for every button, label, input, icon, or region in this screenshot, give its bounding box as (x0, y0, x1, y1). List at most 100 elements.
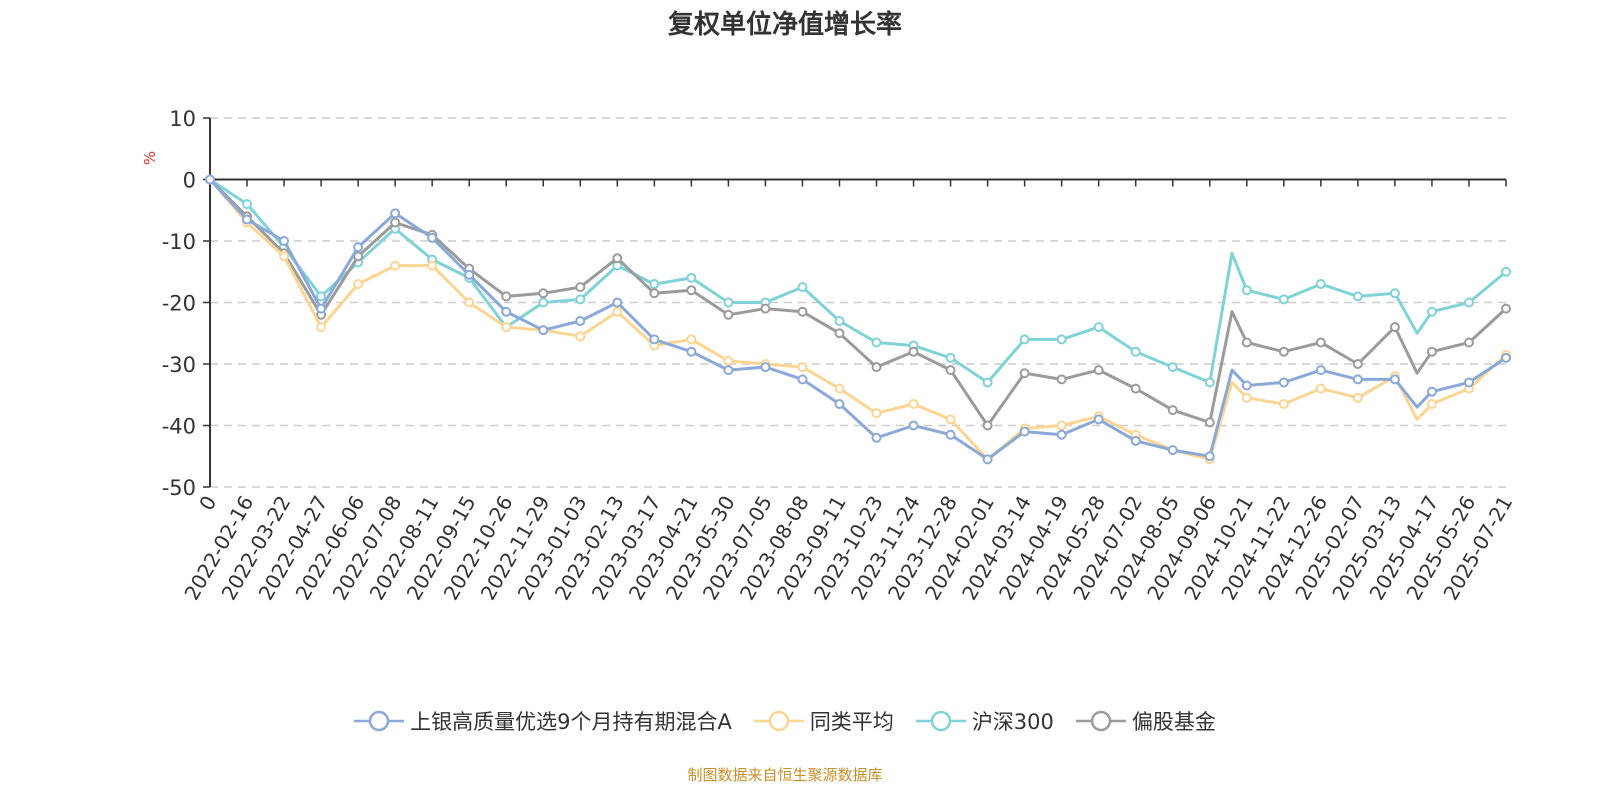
legend-label: 偏股基金 (1131, 710, 1216, 734)
data-point (871, 408, 882, 419)
legend-line-circle-icon (915, 710, 966, 732)
data-point (1352, 392, 1363, 403)
data-point (427, 260, 438, 271)
data-point (1241, 285, 1252, 296)
y-tick-label: 0 (183, 169, 196, 193)
legend-item[interactable]: 同类平均 (753, 706, 894, 736)
data-point (871, 432, 882, 443)
data-point (1241, 380, 1252, 391)
legend-line-circle-icon (1075, 710, 1126, 732)
data-point (723, 297, 734, 308)
data-point (1389, 374, 1400, 385)
data-point (1315, 365, 1326, 376)
data-point (1389, 288, 1400, 299)
data-point (1241, 337, 1252, 348)
data-point (501, 306, 512, 317)
data-point (834, 328, 845, 339)
data-point (1315, 279, 1326, 290)
data-point (242, 214, 253, 225)
y-axis-label: % (141, 151, 159, 165)
data-point (1056, 420, 1067, 431)
data-point (1167, 362, 1178, 373)
data-point (1278, 346, 1289, 357)
data-point (686, 285, 697, 296)
data-point (1426, 306, 1437, 317)
data-point (1501, 266, 1511, 277)
data-point (982, 454, 993, 465)
data-point (834, 315, 845, 326)
data-point (649, 334, 660, 345)
series-line (209, 178, 1507, 384)
data-point (390, 217, 401, 228)
data-point (1056, 334, 1067, 345)
data-point (1278, 377, 1289, 388)
data-point (279, 251, 290, 262)
data-point (797, 306, 808, 317)
data-point (279, 236, 290, 246)
data-point (316, 322, 327, 333)
data-point (1278, 398, 1289, 409)
x-tick-label: 0 (194, 492, 221, 515)
data-point (1352, 359, 1363, 369)
data-point (575, 282, 586, 293)
data-point (1463, 337, 1474, 348)
legend-item[interactable]: 偏股基金 (1075, 706, 1216, 736)
data-point (242, 199, 253, 210)
data-point (1463, 377, 1474, 388)
legend-label: 上银高质量优选9个月持有期混合A (410, 710, 732, 734)
legend-line-circle-icon (354, 710, 405, 732)
legend-item[interactable]: 沪深300 (915, 706, 1054, 736)
data-point (1389, 322, 1400, 333)
series-line (208, 178, 1508, 461)
data-point (1056, 374, 1067, 385)
data-point (834, 383, 845, 394)
data-point (575, 294, 586, 305)
y-tick-label: -10 (162, 230, 196, 254)
data-point (1093, 365, 1104, 376)
data-point (1130, 383, 1141, 394)
legend-label: 同类平均 (809, 710, 894, 734)
data-point (1204, 377, 1215, 388)
data-point (316, 303, 327, 314)
series-line (208, 178, 1508, 427)
legend-item[interactable]: 上银高质量优选9个月持有期混合A (354, 706, 732, 736)
data-point (1315, 337, 1326, 348)
data-point (1501, 303, 1511, 314)
data-point (1093, 322, 1104, 333)
data-point (1315, 383, 1326, 394)
data-point (945, 429, 956, 440)
data-point (1056, 429, 1067, 440)
data-point (649, 279, 660, 290)
data-point (538, 297, 549, 308)
data-point (834, 398, 845, 409)
data-point (612, 306, 623, 317)
source-note: 制图数据来自恒生聚源数据库 (687, 766, 883, 784)
data-point (501, 322, 512, 333)
data-point (1130, 435, 1141, 446)
y-tick-label: -50 (162, 476, 196, 500)
data-point (908, 420, 919, 431)
data-point (1019, 334, 1030, 345)
data-point (649, 288, 660, 299)
data-point (686, 346, 697, 357)
data-point (686, 334, 697, 345)
data-point (945, 365, 956, 376)
data-point (908, 398, 919, 409)
y-tick-label: 10 (169, 107, 196, 131)
legend: 上银高质量优选9个月持有期混合A 同类平均 沪深300 偏股基金 (0, 706, 1570, 736)
data-point (316, 291, 327, 302)
data-point (797, 282, 808, 293)
data-point (1501, 352, 1511, 363)
data-point (1167, 405, 1178, 416)
data-point (612, 297, 623, 308)
data-point (1019, 368, 1030, 379)
data-point (1241, 392, 1252, 403)
data-point (353, 279, 364, 290)
data-point (871, 337, 882, 348)
data-point (575, 331, 586, 342)
data-point (1463, 297, 1474, 308)
chart-title: 复权单位净值增长率 (667, 10, 902, 40)
data-point (1426, 386, 1437, 397)
data-point (390, 208, 401, 219)
